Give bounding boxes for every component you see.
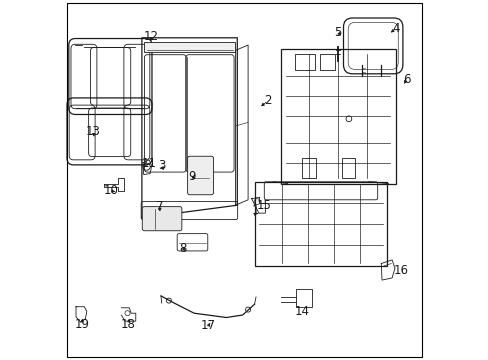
Text: 19: 19 xyxy=(74,318,89,330)
Text: 1: 1 xyxy=(251,204,259,217)
Text: 2: 2 xyxy=(264,94,271,107)
Bar xyxy=(341,158,355,178)
Bar xyxy=(320,54,334,70)
Text: 5: 5 xyxy=(334,26,341,39)
Text: 18: 18 xyxy=(121,318,136,330)
Text: 10: 10 xyxy=(103,184,119,197)
Text: 3: 3 xyxy=(158,159,165,172)
Bar xyxy=(294,54,314,70)
Text: 9: 9 xyxy=(188,170,196,183)
Text: 17: 17 xyxy=(201,319,216,332)
Text: 14: 14 xyxy=(294,305,309,318)
Bar xyxy=(302,158,315,178)
Text: 15: 15 xyxy=(256,199,271,212)
FancyBboxPatch shape xyxy=(142,207,182,231)
FancyBboxPatch shape xyxy=(187,156,213,195)
Text: 12: 12 xyxy=(143,30,158,42)
Bar xyxy=(144,42,235,52)
Text: 8: 8 xyxy=(179,242,186,255)
Bar xyxy=(295,289,311,307)
Text: 6: 6 xyxy=(402,73,409,86)
Text: 4: 4 xyxy=(391,22,399,35)
Bar xyxy=(255,182,386,266)
Text: 11: 11 xyxy=(142,157,156,170)
Text: 13: 13 xyxy=(86,125,101,138)
Text: 16: 16 xyxy=(393,264,408,276)
Text: 7: 7 xyxy=(156,201,163,213)
Bar xyxy=(280,49,395,184)
